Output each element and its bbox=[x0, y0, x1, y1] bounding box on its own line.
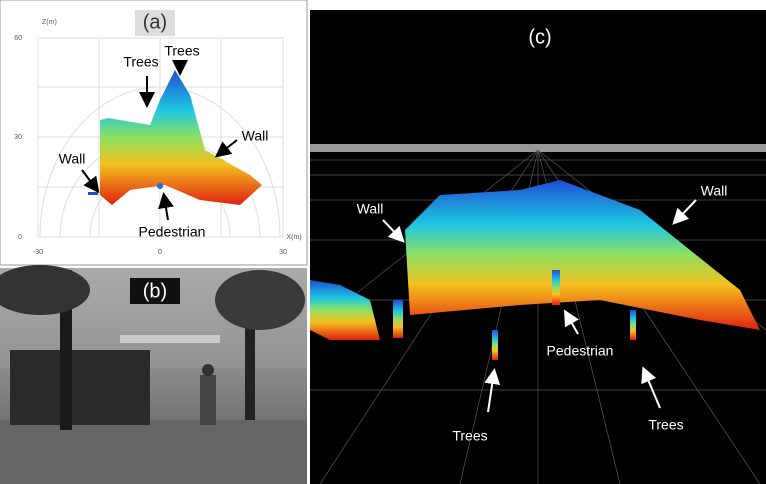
annotation: Pedestrian bbox=[139, 224, 206, 240]
annotation: Trees bbox=[452, 428, 487, 444]
tick-label: 60 bbox=[14, 35, 22, 42]
panel-a: (a) Z(m) X(m) 60 30 0 -30 0 30 Trees Tre… bbox=[0, 0, 307, 265]
annotation: Wall bbox=[242, 128, 269, 144]
panel-label: (a) bbox=[143, 11, 167, 33]
annotation: Wall bbox=[357, 201, 384, 217]
panel-c: (c) Wall Wall Pedestrian Trees Trees bbox=[310, 10, 766, 484]
figure: (a) Z(m) X(m) 60 30 0 -30 0 30 Trees Tre… bbox=[0, 0, 766, 484]
axis-label: X(m) bbox=[286, 234, 301, 241]
tick-label: 0 bbox=[158, 249, 162, 256]
panel-label: (c) bbox=[528, 26, 551, 48]
annotation: Trees bbox=[164, 43, 199, 59]
annotation: Wall bbox=[59, 151, 86, 167]
tick-label: -30 bbox=[33, 249, 43, 256]
annotation: Pedestrian bbox=[547, 343, 614, 359]
tick-label: 30 bbox=[279, 249, 287, 256]
annotation: Trees bbox=[648, 417, 683, 433]
annotation: Trees bbox=[123, 54, 158, 70]
panel-label: (b) bbox=[143, 280, 167, 302]
tick-label: 0 bbox=[18, 234, 22, 241]
axis-label: Z(m) bbox=[42, 19, 57, 26]
panel-b: (b) bbox=[0, 265, 307, 484]
annotation: Wall bbox=[701, 183, 728, 199]
tick-label: 30 bbox=[14, 134, 22, 141]
